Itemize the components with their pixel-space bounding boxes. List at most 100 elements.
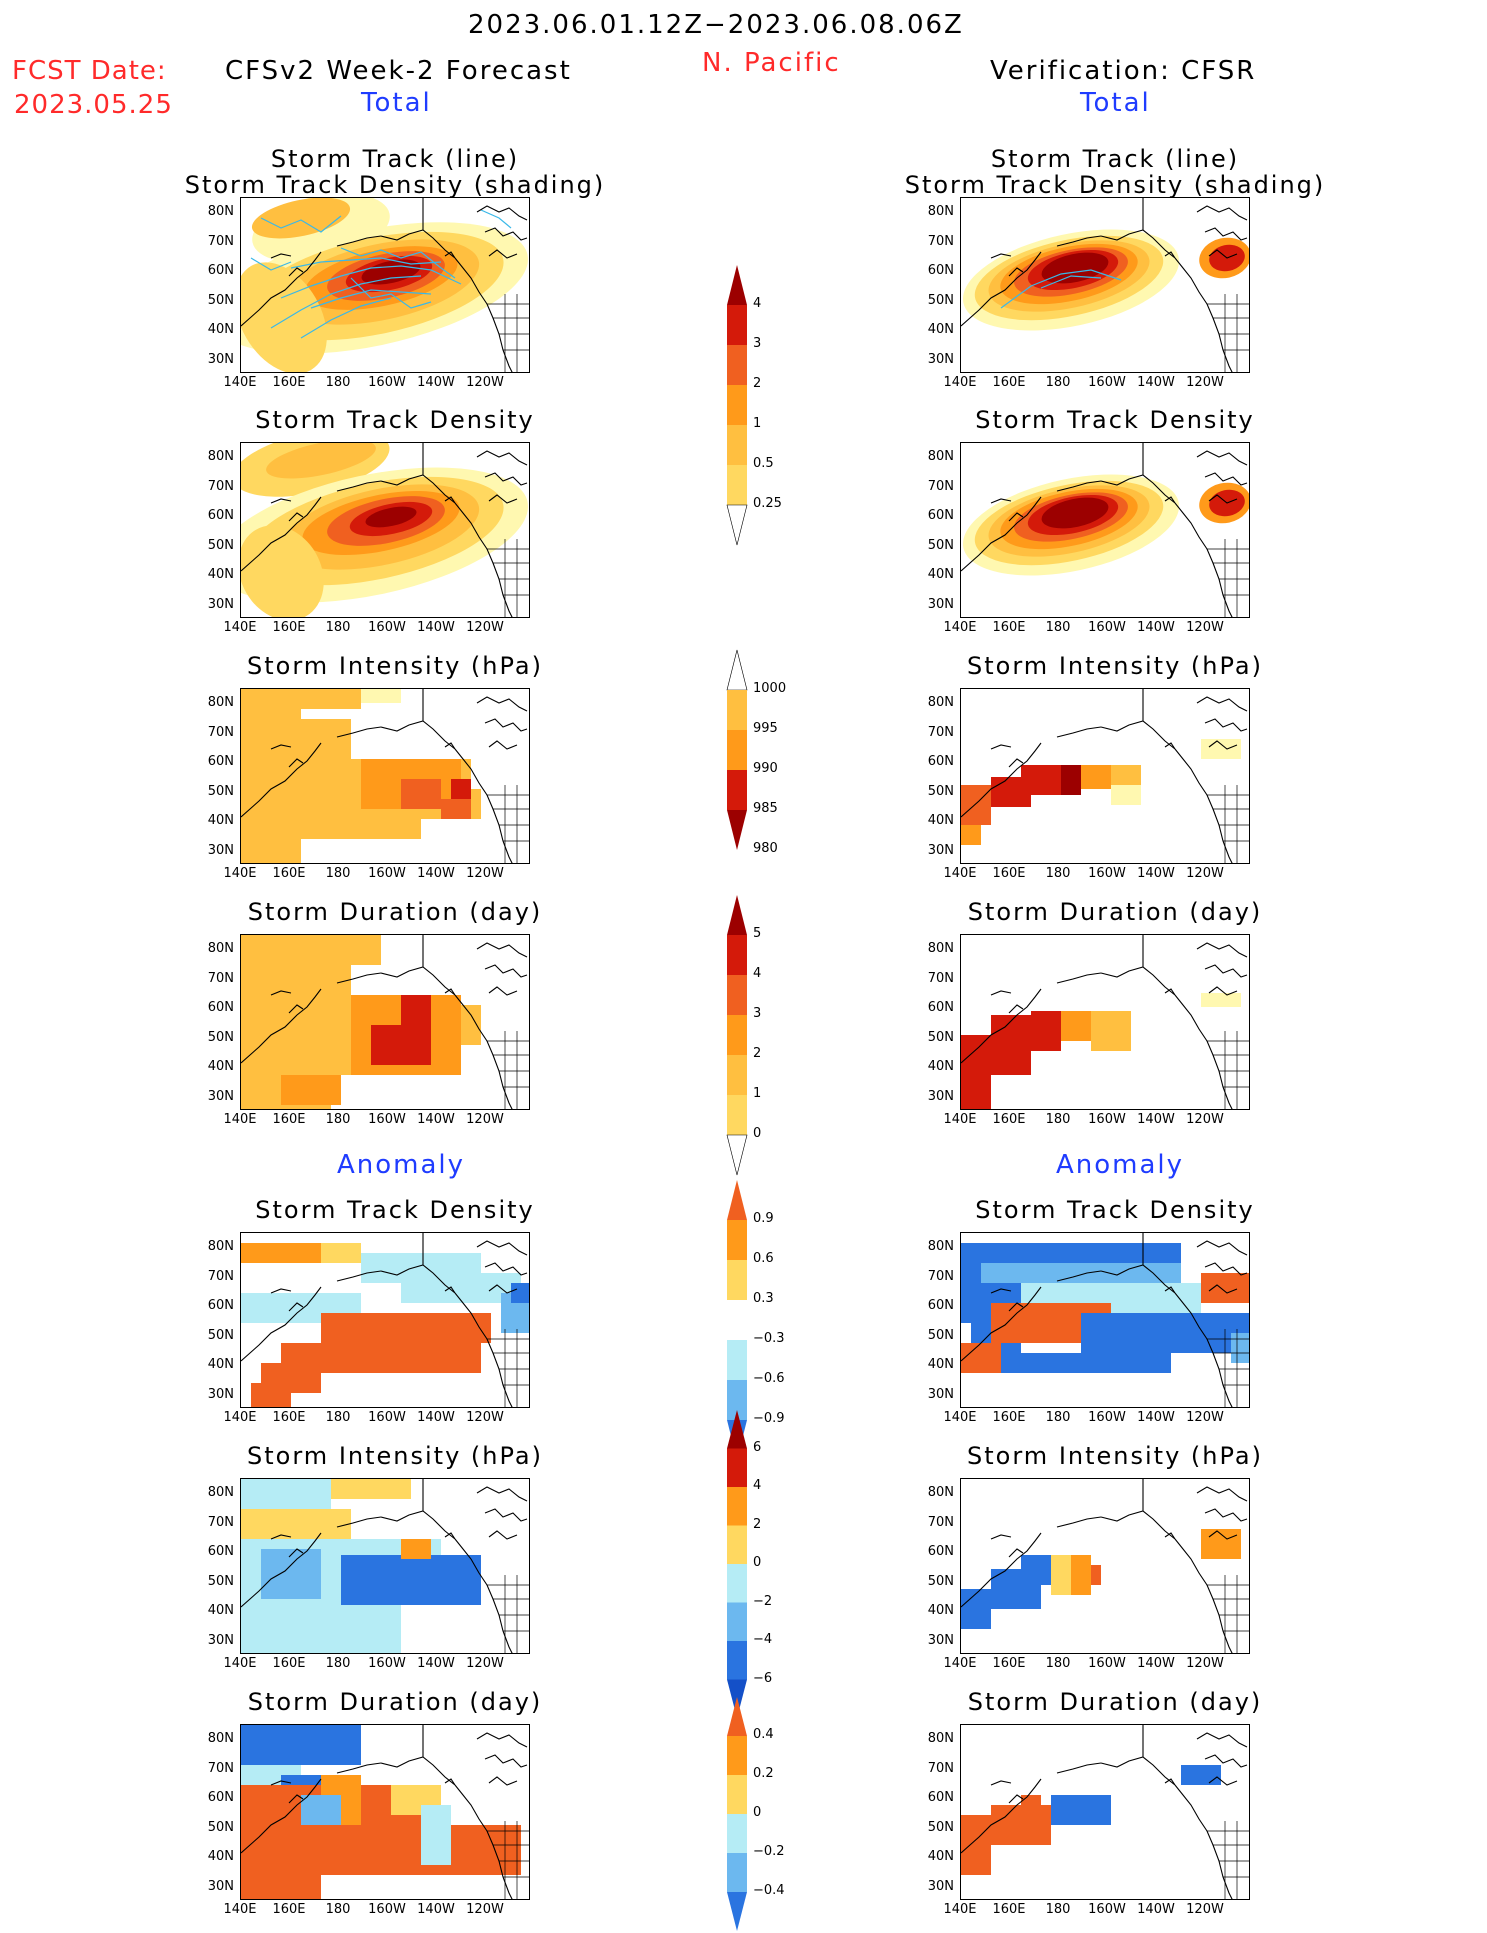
- x-tick-label: 140W: [417, 1410, 455, 1425]
- colorbar-tick-label: 5: [753, 926, 762, 941]
- x-tick-label: 180: [1045, 1656, 1071, 1671]
- y-tick-label: 70N: [207, 1514, 234, 1530]
- right-panel-5-title: Storm Track Density: [975, 1196, 1255, 1224]
- x-tick-label: 140E: [223, 1902, 257, 1917]
- right-map-6-plot: [961, 1479, 1249, 1653]
- y-tick-label: 70N: [207, 1268, 234, 1284]
- y-tick-label: 80N: [207, 1239, 234, 1254]
- x-tick-label: 120W: [1186, 620, 1224, 635]
- y-tick-label: 40N: [207, 1849, 234, 1864]
- x-tick-label: 160W: [1088, 620, 1126, 635]
- right-panel-4-title: Storm Duration (day): [967, 898, 1263, 926]
- left-map-2: [240, 442, 530, 618]
- colorbar-tick-label: 4: [753, 966, 762, 981]
- x-tick-label: 180: [325, 620, 351, 635]
- left-panel-6-title: Storm Intensity (hPa): [247, 1442, 543, 1470]
- y-tick-label: 70N: [927, 233, 954, 249]
- left-panel-2-title: Storm Track Density: [255, 406, 535, 434]
- colorbar-2: [726, 649, 748, 850]
- colorbar-tick-label: 0: [753, 1805, 762, 1820]
- colorbar-tick-label: −0.3: [753, 1331, 785, 1346]
- y-tick-label: 70N: [927, 970, 954, 986]
- y-tick-label: 60N: [207, 1000, 234, 1015]
- y-tick-label: 70N: [927, 1760, 954, 1776]
- x-tick-label: 140E: [943, 866, 977, 881]
- colorbar-4: [727, 1180, 747, 1460]
- x-tick-label: 180: [325, 1902, 351, 1917]
- colorbar-tick-label: 0: [753, 1555, 762, 1570]
- x-tick-label: 140W: [417, 375, 455, 390]
- colorbar-tick-label: 1: [753, 416, 762, 431]
- x-tick-label: 160W: [368, 866, 406, 881]
- y-tick-label: 80N: [207, 1485, 234, 1500]
- region-title: N. Pacific: [702, 48, 841, 78]
- x-tick-label: 140E: [943, 620, 977, 635]
- left-map-4: [240, 934, 530, 1110]
- y-tick-label: 40N: [207, 322, 234, 337]
- y-tick-label: 70N: [207, 233, 234, 249]
- colorbar-tick-label: 4: [753, 1478, 762, 1493]
- y-tick-label: 60N: [927, 1000, 954, 1015]
- colorbar-tick-label: −0.6: [753, 1371, 785, 1386]
- colorbar-tick-label: 2: [753, 1516, 762, 1532]
- x-tick-label: 160E: [272, 375, 306, 390]
- y-tick-label: 80N: [927, 1731, 954, 1746]
- right-map-2: [960, 442, 1250, 618]
- x-tick-label: 140E: [223, 1410, 257, 1425]
- x-tick-label: 120W: [1186, 1656, 1224, 1671]
- x-tick-label: 160W: [368, 1112, 406, 1127]
- y-tick-label: 40N: [927, 813, 954, 828]
- colorbar-tick-label: −0.4: [753, 1883, 785, 1898]
- x-tick-label: 140W: [417, 1656, 455, 1671]
- x-tick-label: 180: [325, 1410, 351, 1425]
- x-tick-label: 160E: [272, 866, 306, 881]
- y-tick-label: 40N: [207, 567, 234, 582]
- y-tick-label: 60N: [207, 754, 234, 769]
- x-tick-label: 160W: [1088, 1112, 1126, 1127]
- left-map-4-plot: [241, 935, 529, 1109]
- y-tick-label: 30N: [927, 1088, 954, 1104]
- x-tick-label: 180: [1045, 1410, 1071, 1425]
- y-tick-label: 80N: [207, 204, 234, 219]
- right-panel-2-title: Storm Track Density: [975, 406, 1255, 434]
- x-tick-label: 160W: [368, 1410, 406, 1425]
- x-tick-label: 140W: [1137, 1410, 1175, 1425]
- y-tick-label: 50N: [207, 537, 234, 553]
- x-tick-label: 140E: [943, 375, 977, 390]
- y-tick-label: 80N: [207, 1731, 234, 1746]
- y-tick-label: 70N: [927, 478, 954, 494]
- y-tick-label: 80N: [207, 449, 234, 464]
- y-tick-label: 40N: [207, 1603, 234, 1618]
- left-map-2-plot: [241, 443, 529, 617]
- y-tick-label: 70N: [207, 970, 234, 986]
- y-tick-label: 40N: [207, 1357, 234, 1372]
- right-map-2-plot: [961, 443, 1249, 617]
- y-tick-label: 50N: [207, 292, 234, 308]
- y-tick-label: 60N: [927, 1544, 954, 1559]
- x-tick-label: 180: [1045, 1112, 1071, 1127]
- x-tick-label: 140W: [1137, 375, 1175, 390]
- y-tick-label: 30N: [927, 1878, 954, 1894]
- colorbar-tick-label: 0.5: [753, 456, 774, 471]
- colorbar-tick-label: 0.4: [753, 1727, 774, 1742]
- x-tick-label: 160E: [272, 1656, 306, 1671]
- right-map-4-plot: [961, 935, 1249, 1109]
- colorbar-tick-label: 0.25: [753, 496, 782, 511]
- colorbar-tick-label: 1000: [753, 681, 787, 696]
- x-tick-label: 120W: [466, 1410, 504, 1425]
- y-tick-label: 70N: [207, 724, 234, 740]
- colorbar-tick-label: 0.2: [753, 1766, 774, 1781]
- left-panel-5-title: Storm Track Density: [255, 1196, 535, 1224]
- left-total-label: Total: [361, 88, 432, 118]
- y-tick-label: 40N: [927, 1357, 954, 1372]
- y-tick-label: 80N: [207, 695, 234, 710]
- y-tick-label: 60N: [207, 508, 234, 523]
- colorbar-tick-label: −0.2: [753, 1844, 785, 1859]
- y-tick-label: 50N: [927, 1573, 954, 1589]
- x-tick-label: 160W: [368, 1656, 406, 1671]
- y-tick-label: 40N: [927, 567, 954, 582]
- right-map-5: [960, 1232, 1250, 1408]
- right-map-3-plot: [961, 689, 1249, 863]
- x-tick-label: 140E: [223, 866, 257, 881]
- colorbar-tick-label: 6: [753, 1439, 762, 1455]
